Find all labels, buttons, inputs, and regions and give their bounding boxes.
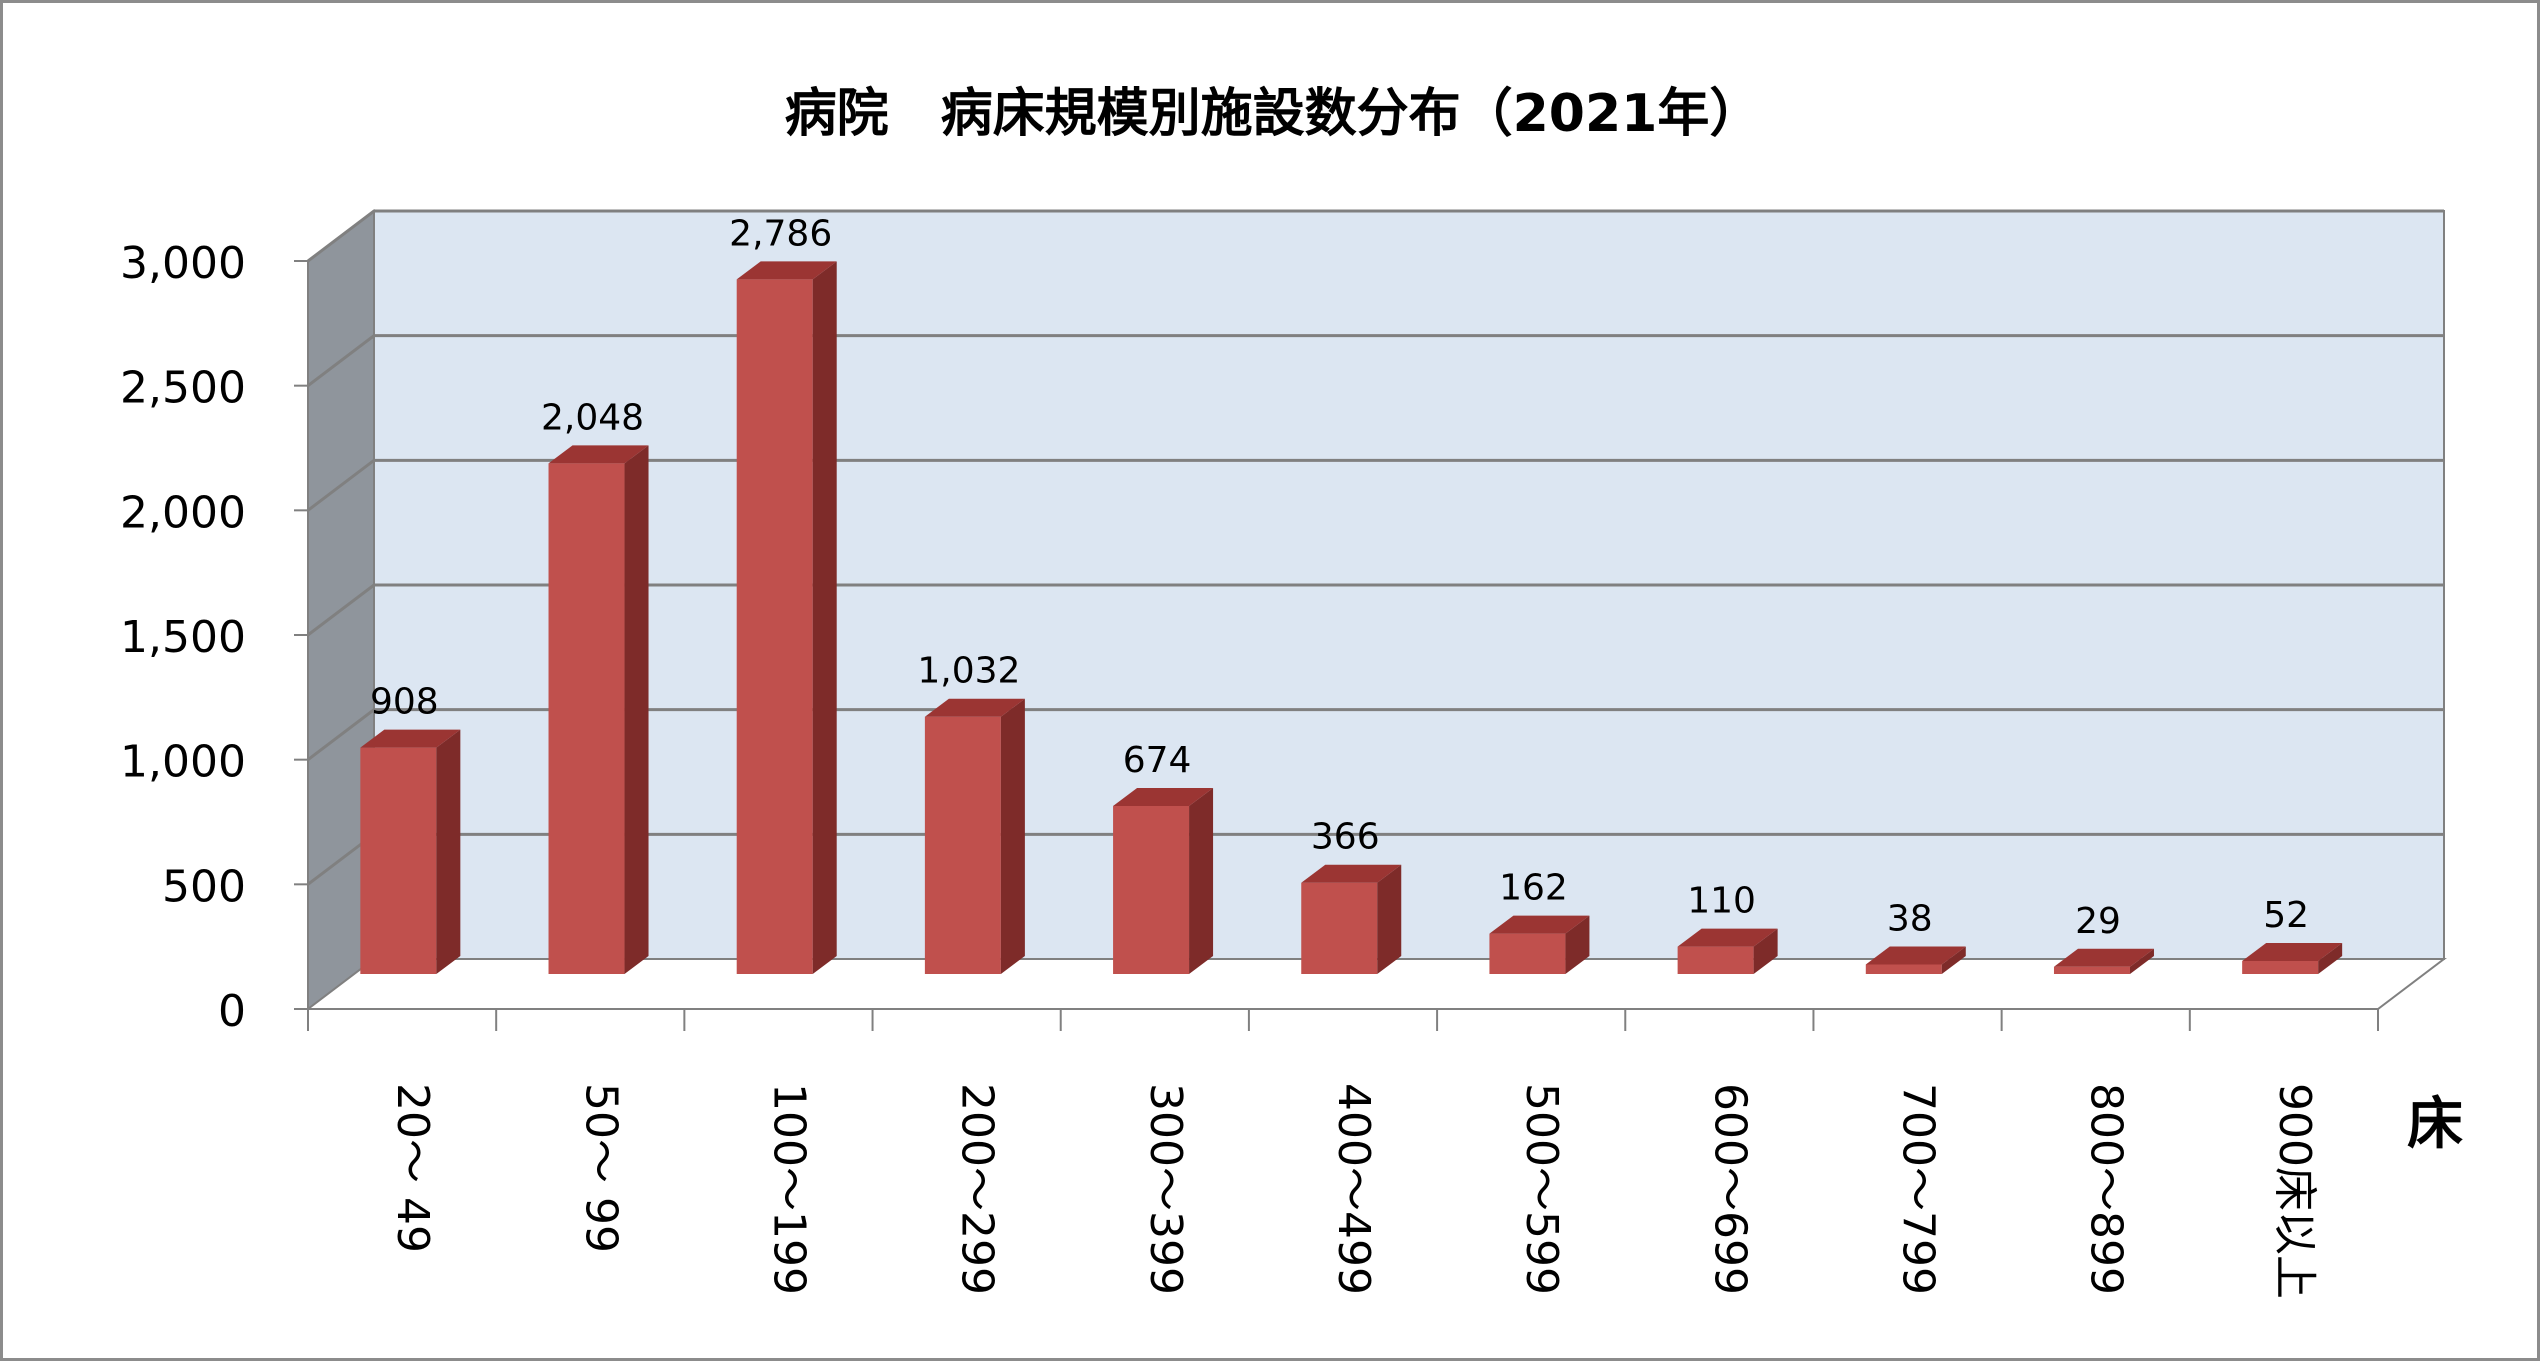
bar-side [2129,948,2154,974]
y-tick-label: 500 [162,861,246,912]
bar-top [1301,864,1402,883]
bar-front [1301,882,1378,974]
bar-top [1677,928,1778,947]
bar [1865,946,1966,974]
bar-side [624,445,649,974]
bar-side [1189,787,1214,974]
bar [1489,915,1590,974]
bar [736,261,837,975]
bar [1677,928,1778,974]
y-tick-label: 3,000 [120,238,246,289]
bar-front [1489,933,1566,974]
bar [2242,943,2343,974]
data-label: 52 [2263,895,2309,936]
data-labels: 908 2,048 2,786 1,032 674 366 162 110 38 29 52 [370,213,2309,941]
data-label: 366 [1311,817,1380,858]
bar-top [2053,948,2154,967]
bar [1113,787,1214,974]
gridline [307,209,2444,263]
bar-front [736,279,813,975]
bar-side [812,261,837,975]
gridline [307,708,2444,761]
bar [548,445,649,974]
bar-top [548,445,649,464]
bar [924,698,1025,974]
data-label: 2,786 [729,213,832,254]
x-tick-label: 500～599 [1516,1083,1567,1295]
x-tick-label: 100～199 [763,1083,814,1295]
y-tick-label: 1,500 [120,612,246,663]
x-tick-label: 600～699 [1704,1083,1755,1295]
bar-side [1377,864,1402,974]
bar-chart: 病院 病床規模別施設数分布（2021年） 0 500 1,000 1,500 2,000… [120,84,2463,1299]
bar-top [2242,943,2343,962]
bar [2053,948,2154,974]
bar-front [1113,805,1190,974]
y-axis: 0 500 1,000 1,500 2,000 2,500 3,000 [120,238,309,1037]
gridline [307,334,2444,387]
bar-top [736,261,837,280]
x-tick-label: 900床以上 [2269,1083,2320,1299]
x-tick-label: 200～299 [952,1083,1003,1295]
bar-top [360,729,461,748]
y-tick-label: 1,000 [120,737,246,788]
data-label: 2,048 [541,397,644,438]
bar-side [1753,928,1778,974]
x-tick-labels: 20～ 49 50～ 99 100～199 200～299 300～399 400～499… [387,1083,2320,1299]
bar-front [548,463,625,974]
bar-side [2318,943,2343,974]
gridline [307,583,2444,637]
bar [1301,864,1402,974]
bar-top [1489,915,1590,934]
bar-front [1677,946,1754,974]
bars [360,261,2343,975]
chart-title: 病院 病床規模別施設数分布（2021年） [785,84,1762,144]
data-label: 1,032 [917,651,1020,692]
x-tick-label: 700～799 [1893,1083,1944,1295]
bar-top [924,698,1025,717]
y-tick-label: 2,500 [120,363,246,414]
y-tick-label: 0 [218,986,246,1037]
x-tick-label: 50～ 99 [575,1083,626,1253]
data-label: 110 [1687,881,1756,922]
gridline [307,458,2444,512]
x-tick-label: 800～899 [2081,1083,2132,1295]
data-label: 38 [1887,899,1933,940]
bar-side [436,729,461,974]
bar-top [1865,946,1966,965]
bar-front [360,747,437,974]
data-label: 674 [1123,740,1192,781]
bar [360,729,461,974]
bar-front [2053,966,2130,974]
bar-side [1000,698,1025,974]
bar-front [2242,961,2319,974]
x-axis [307,1009,2379,1031]
x-tick-label: 300～399 [1140,1083,1191,1295]
data-label: 908 [370,682,439,723]
x-tick-label: 400～499 [1328,1083,1379,1295]
bar-side [1565,915,1590,974]
bar-front [924,716,1001,974]
x-axis-unit-label: 床 [2407,1092,2463,1157]
data-label: 29 [2075,901,2121,942]
x-tick-label: 20～ 49 [387,1083,438,1253]
bar-top [1113,787,1214,806]
bar-side [1941,946,1966,974]
bar-front [1865,964,1942,974]
y-tick-label: 2,000 [120,487,246,538]
data-label: 162 [1499,868,1568,909]
